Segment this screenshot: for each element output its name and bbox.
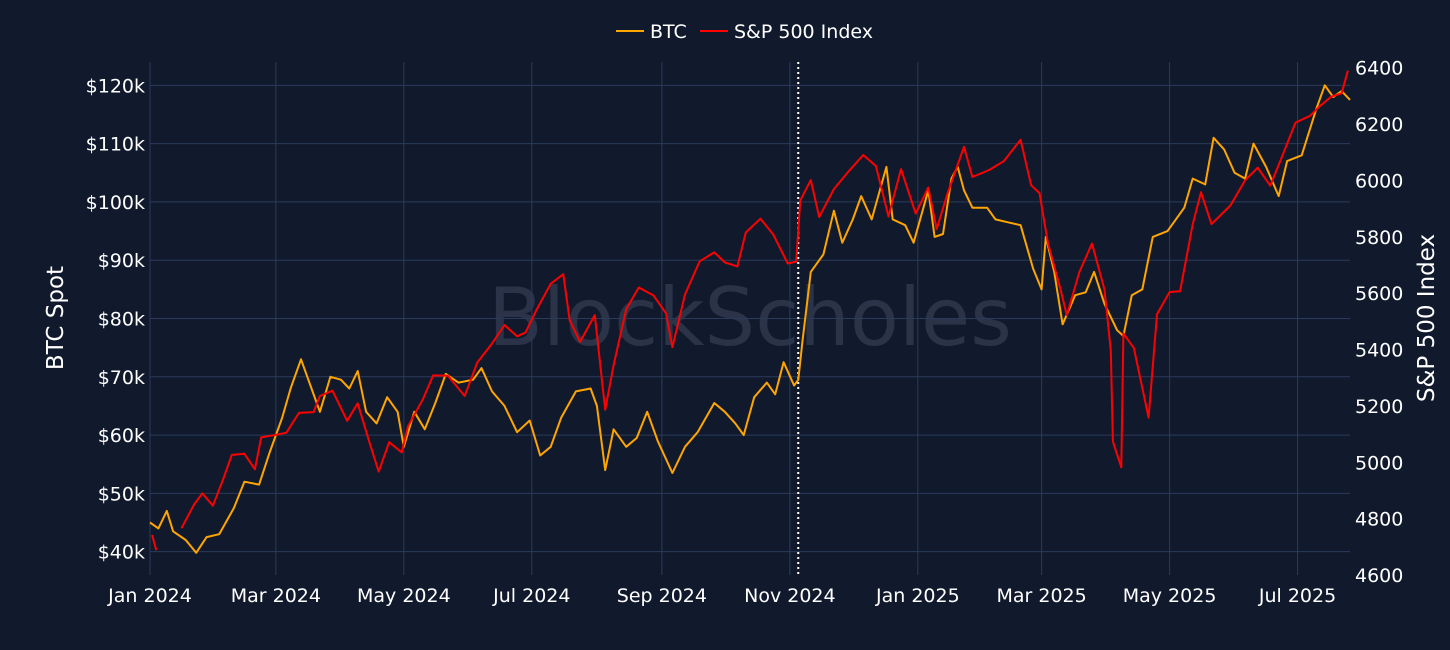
x-tick-label: May 2025 — [1123, 585, 1217, 607]
legend[interactable]: BTC S&P 500 Index — [616, 21, 873, 43]
y-left-tick-label: $80k — [98, 309, 145, 331]
y-left-tick-label: $50k — [98, 483, 145, 505]
x-tick-label: Jul 2025 — [1258, 585, 1336, 607]
legend-label-sp500[interactable]: S&P 500 Index — [734, 21, 873, 43]
y-right-tick-label: 5600 — [1355, 283, 1403, 305]
x-tick-label: May 2024 — [357, 585, 451, 607]
y-right-tick-label: 5800 — [1355, 227, 1403, 249]
y-left-tick-label: $70k — [98, 367, 145, 389]
y-left-tick-label: $90k — [98, 250, 145, 272]
y-right-axis-title: S&P 500 Index — [1414, 234, 1440, 402]
watermark: BlockScholes — [488, 271, 1012, 364]
x-tick-label: Mar 2024 — [231, 585, 321, 607]
y-left-axis-title: BTC Spot — [43, 266, 69, 370]
x-tick-label: Jan 2025 — [875, 585, 960, 607]
y-left-tick-label: $60k — [98, 425, 145, 447]
y-right-tick-label: 5200 — [1355, 396, 1403, 418]
x-tick-label: Nov 2024 — [744, 585, 835, 607]
y-right-tick-label: 5000 — [1355, 452, 1403, 474]
y-right-tick-label: 6400 — [1355, 58, 1403, 80]
axes: Jan 2024 Mar 2024 May 2024 Jul 2024 Sep 2024… — [86, 58, 1404, 607]
grid — [149, 62, 1350, 575]
y-right-tick-label: 4600 — [1355, 565, 1403, 587]
y-left-tick-label: $110k — [86, 134, 145, 156]
y-left-tick-label: $100k — [86, 192, 145, 214]
y-left-tick-label: $40k — [98, 542, 145, 564]
y-left-tick-label: $120k — [86, 75, 145, 97]
y-right-tick-label: 6000 — [1355, 170, 1403, 192]
y-right-tick-label: 5400 — [1355, 340, 1403, 362]
x-tick-label: Sep 2024 — [617, 585, 707, 607]
x-tick-label: Mar 2025 — [996, 585, 1086, 607]
series-layer — [149, 70, 1351, 554]
legend-label-btc[interactable]: BTC — [650, 21, 687, 43]
x-tick-label: Jan 2024 — [107, 585, 192, 607]
y-right-tick-label: 4800 — [1355, 509, 1403, 531]
series-line-btc — [149, 84, 1351, 554]
x-tick-label: Jul 2024 — [492, 585, 570, 607]
series-line-sp500 — [151, 70, 1349, 551]
y-right-tick-label: 6200 — [1355, 114, 1403, 136]
